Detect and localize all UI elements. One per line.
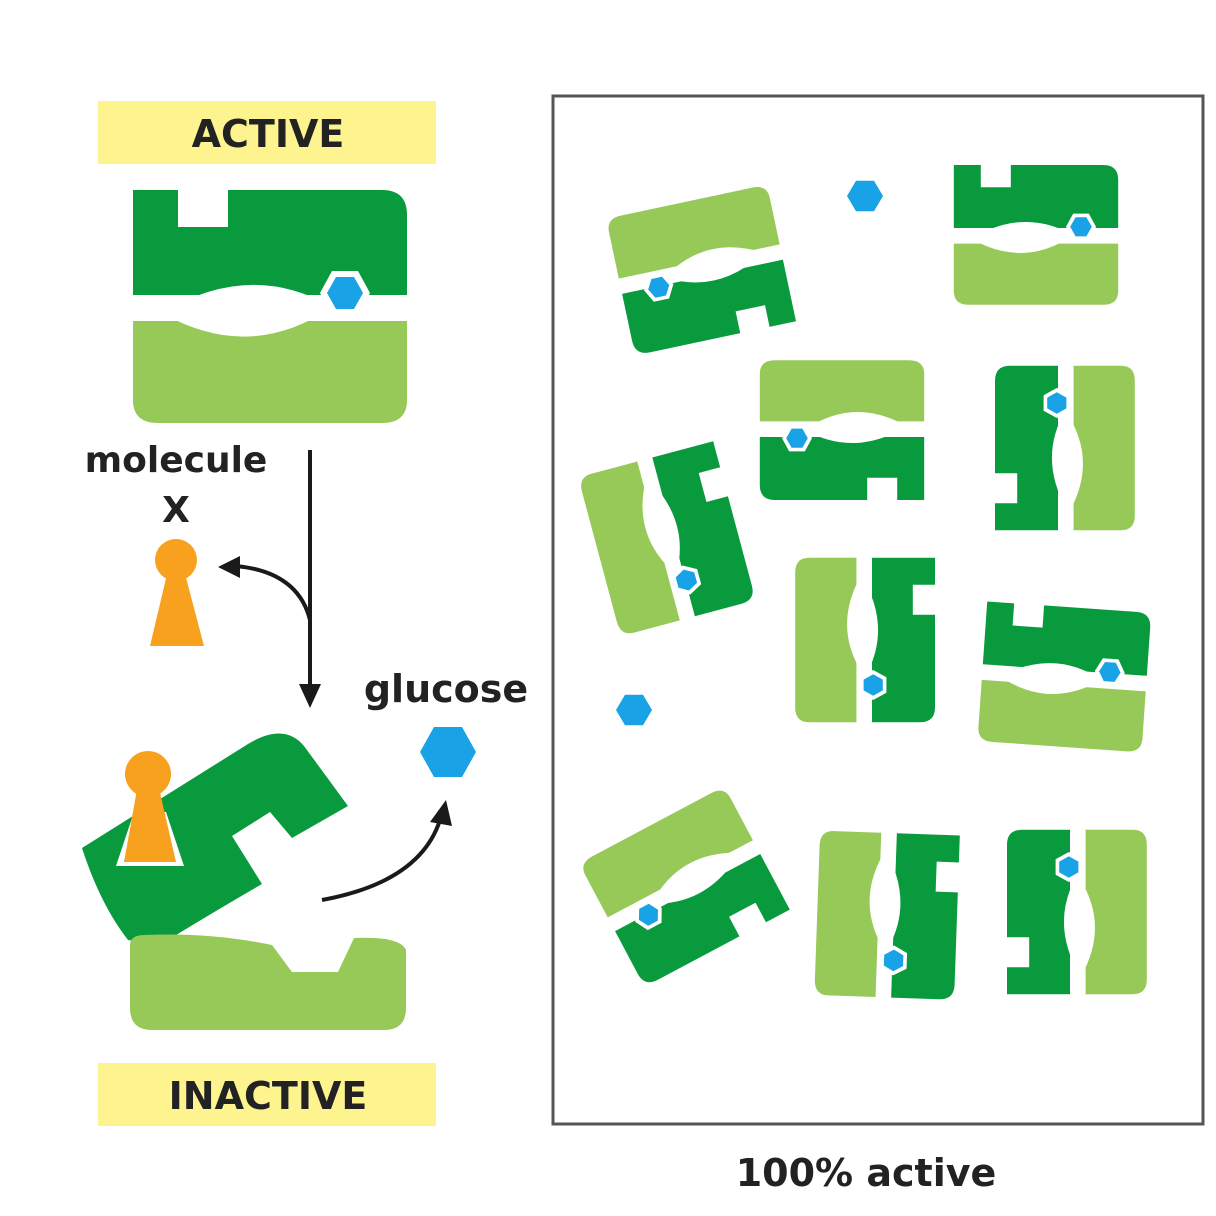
molecule-label: molecule: [85, 440, 268, 481]
active-label-bg: [98, 101, 436, 164]
inactive-label: INACTIVE: [169, 1074, 368, 1118]
transition-arrow: [299, 450, 321, 708]
released-glucose: [420, 727, 476, 777]
release-arrow: [321, 800, 452, 902]
binding-arrow: [218, 556, 312, 621]
active-label: ACTIVE: [192, 112, 345, 156]
inactive-enzyme: [82, 733, 406, 1030]
panel-caption: 100% active: [736, 1151, 997, 1195]
glucose-label: glucose: [364, 667, 528, 711]
inactive-label-bg: [98, 1063, 436, 1126]
active-enzyme: [133, 190, 407, 423]
molecule-x-label: X: [162, 490, 190, 531]
molecule-x-icon: [150, 539, 204, 646]
